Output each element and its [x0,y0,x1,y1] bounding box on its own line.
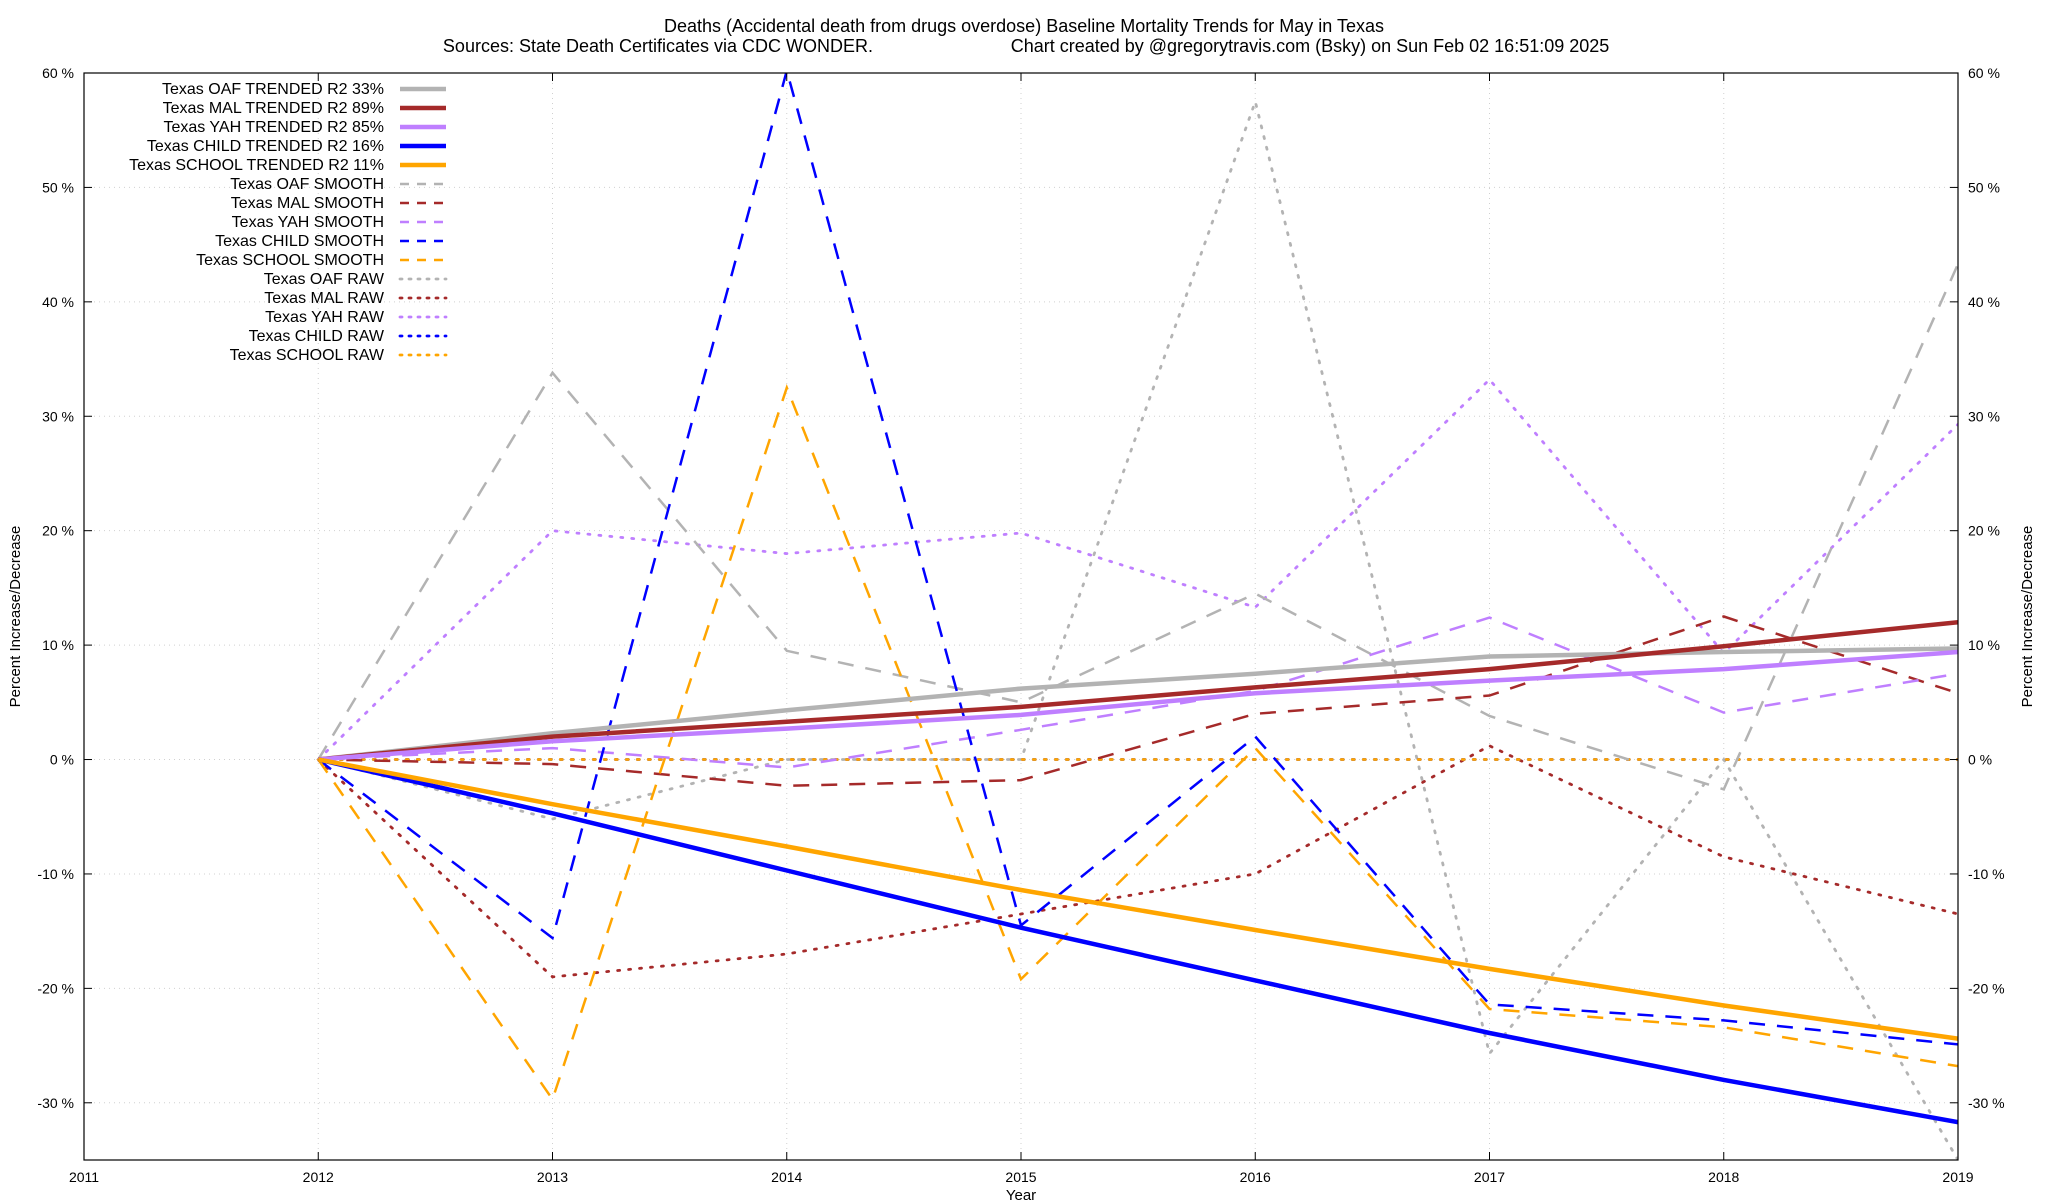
legend: Texas OAF TRENDED R2 33% Texas MAL TRENDE… [129,81,448,364]
y-tick-label-left: 60 % [42,65,74,81]
series-line-oaf-dashed [317,263,1958,791]
x-tick-label: 2018 [1708,1169,1739,1185]
y-tick-label-left: 20 % [42,523,74,539]
x-tick-label: 2012 [303,1169,334,1185]
y-tick-label-right: 10 % [1968,637,2000,653]
x-tick-label: 2014 [771,1169,802,1185]
series-line-school-solid [317,757,1958,1041]
legend-label: Texas OAF RAW [264,271,385,288]
x-tick-label: 2013 [537,1169,568,1185]
y-tick-label-right: -30 % [1968,1095,2005,1111]
legend-label: Texas OAF TRENDED R2 33% [162,81,384,98]
legend-label: Texas YAH SMOOTH [232,214,384,231]
series-line-yah-dashed [318,616,1958,769]
y-tick-label-left: -20 % [37,980,74,996]
series-line-oaf-dotted [316,96,1958,1160]
series-lines [316,73,1958,1160]
y-tick-label-right: 50 % [1968,179,2000,195]
axis-ticks: 2011 2012 2013 2014 2015 2016 2017 2018 2019 -30 … [37,65,2004,1185]
legend-label: Texas CHILD SMOOTH [215,233,384,250]
x-tick-label: 2019 [1942,1169,1973,1185]
y-tick-label-left: -30 % [37,1095,74,1111]
legend-label: Texas CHILD TRENDED R2 16% [147,138,384,155]
y-tick-label-right: 60 % [1968,65,2000,81]
legend-label: Texas YAH RAW [265,309,385,326]
y-tick-label-left: 10 % [42,637,74,653]
y-tick-label-left: -10 % [37,866,74,882]
series-line-yah-solid [318,649,1958,762]
series-line-child-solid [317,757,1958,1125]
legend-label: Texas OAF SMOOTH [230,176,384,193]
series-line-oaf-solid [318,646,1958,762]
legend-label: Texas SCHOOL SMOOTH [196,252,384,269]
series-line-mal-dashed [318,615,1958,788]
legend-label: Texas MAL SMOOTH [231,195,384,212]
y-tick-label-left: 30 % [42,408,74,424]
y-tick-label-right: -20 % [1968,980,2005,996]
x-tick-label: 2016 [1240,1169,1271,1185]
legend-label: Texas CHILD RAW [249,328,385,345]
x-axis-label: Year [1006,1187,1036,1200]
y-tick-label-right: 40 % [1968,294,2000,310]
legend-label: Texas SCHOOL RAW [230,347,385,364]
x-tick-label: 2011 [69,1169,99,1185]
y-tick-label-right: 20 % [1968,523,2000,539]
y-tick-label-right: -10 % [1968,866,2005,882]
legend-label: Texas SCHOOL TRENDED R2 11% [129,157,384,174]
y-axis-label-left: Percent Increase/Decrease [7,526,24,708]
legend-label: Texas YAH TRENDED R2 85% [163,119,384,136]
chart-title: Deaths (Accidental death from drugs over… [664,16,1384,36]
x-tick-label: 2015 [1005,1169,1036,1185]
y-tick-label-left: 50 % [42,179,74,195]
chart-credit-note: Chart created by @gregorytravis.com (Bsk… [1011,36,1610,56]
legend-label: Texas MAL TRENDED R2 89% [163,100,384,117]
y-axis-label-right: Percent Increase/Decrease [2019,526,2036,708]
series-line-school-dashed [317,384,1958,1103]
x-tick-label: 2017 [1474,1169,1505,1185]
y-tick-label-left: 0 % [50,752,74,768]
y-tick-label-right: 0 % [1968,752,1992,768]
y-tick-label-left: 40 % [42,294,74,310]
y-tick-label-right: 30 % [1968,408,2000,424]
series-line-mal-solid [318,619,1958,762]
legend-label: Texas MAL RAW [264,290,385,307]
chart-source-note: Sources: State Death Certificates via CD… [443,36,873,56]
